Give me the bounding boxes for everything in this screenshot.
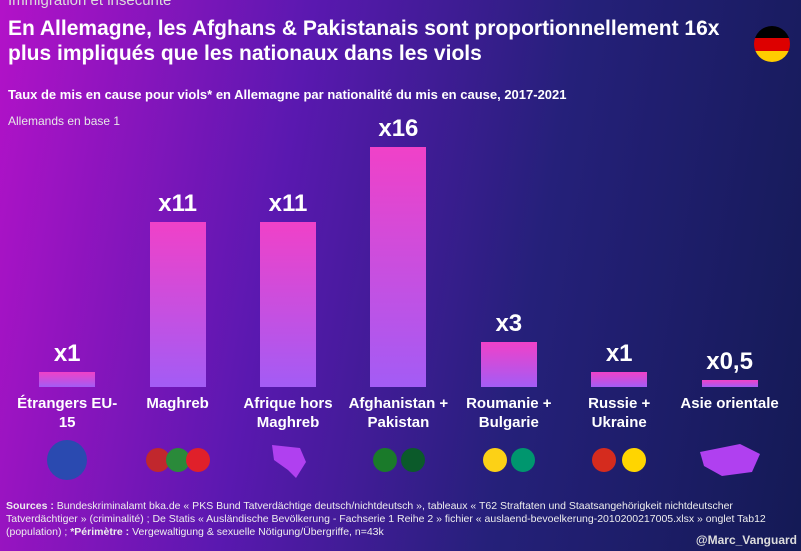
bar — [591, 372, 648, 387]
x-tick-label: Afghanistan + Pakistan — [348, 395, 449, 431]
bar — [480, 342, 537, 387]
bar — [370, 147, 427, 387]
value-label: x16 — [378, 115, 419, 142]
base-note: Allemands en base 1 — [8, 114, 121, 128]
bar — [701, 379, 758, 387]
value-label: x11 — [158, 190, 197, 217]
bar — [260, 222, 316, 387]
x-tick-label: Roumanie + Bulgarie — [466, 395, 552, 431]
x-tick-label: Russie + Ukraine — [588, 395, 651, 431]
bar — [149, 222, 206, 387]
sources: Sources : Bundeskriminalamt bka.de « PKS… — [6, 500, 786, 539]
value-label: x11 — [268, 190, 308, 217]
subtitle: Taux de mis en cause pour viols* en Alle… — [8, 87, 567, 102]
perimetre-text: Vergewaltigung & sexuelle Nötigung/Überg… — [132, 526, 384, 538]
value-label: x0,5 — [706, 347, 753, 375]
x-tick-label: Maghreb — [146, 395, 209, 412]
value-label: x1 — [605, 340, 633, 367]
perimetre-label: *Périmètre : — [70, 526, 130, 538]
chart-title: En Allemagne, les Afghans & Pakistanais … — [8, 17, 720, 65]
flag-icons — [47, 440, 760, 480]
german-flag — [754, 26, 790, 62]
credit: @Marc_Vanguard — [695, 533, 797, 547]
x-tick-label: Asie orientale — [680, 395, 779, 412]
kicker: Immigration et insécurité — [8, 0, 172, 9]
bar — [39, 372, 96, 387]
x-tick-label: Afrique hors Maghreb — [243, 395, 333, 431]
sources-text: Bundeskriminalamt bka.de « PKS Bund Tatv… — [6, 500, 766, 538]
value-label: x1 — [53, 340, 81, 367]
sources-label: Sources : — [6, 500, 54, 512]
x-tick-label: Étrangers EU-15 — [17, 395, 118, 431]
value-label: x3 — [495, 310, 523, 337]
